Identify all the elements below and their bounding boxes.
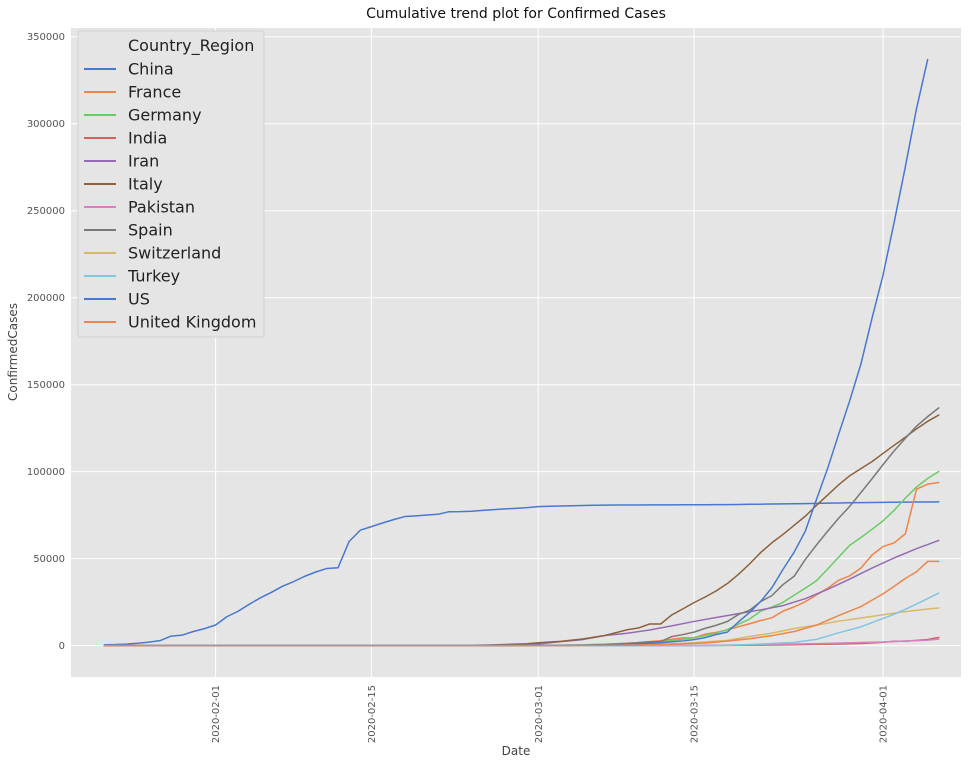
legend-entry: Switzerland	[128, 244, 221, 263]
legend-entry: Spain	[128, 221, 173, 240]
series-line-us	[103, 58, 929, 647]
y-tick-label: 0	[59, 641, 65, 652]
y-tick-label: 150000	[27, 380, 65, 391]
legend-entry: United Kingdom	[128, 313, 256, 332]
legend-items: China France Germany India Iran Italy Pakistan…	[84, 60, 256, 332]
series-line-turkey	[103, 592, 940, 647]
y-tick-label: 350000	[27, 32, 65, 43]
y-tick-label: 250000	[27, 206, 65, 217]
legend-entry: France	[128, 83, 181, 102]
y-tick-label: 200000	[27, 293, 65, 304]
x-tick-label: 2020-04-01	[879, 685, 890, 743]
y-tick-label: 100000	[27, 467, 65, 478]
legend-title: Country_Region	[128, 36, 254, 56]
legend-entry: Iran	[128, 152, 159, 171]
x-tick-label: 2020-02-15	[367, 685, 378, 743]
legend-entry: Italy	[128, 175, 163, 194]
legend-entry: Pakistan	[128, 198, 195, 217]
legend-entry: Germany	[128, 106, 202, 125]
x-tick-label: 2020-02-01	[211, 685, 222, 743]
x-tick-label: 2020-03-01	[534, 685, 545, 743]
y-axis-ticks: 0 50000 100000 150000 200000 250000 300000 3500…	[27, 32, 65, 652]
x-axis-ticks: 2020-02-01 2020-02-15 2020-03-01 2020-03-15…	[211, 685, 890, 743]
chart-title: Cumulative trend plot for Confirmed Case…	[366, 6, 666, 22]
legend-entry: China	[128, 60, 174, 79]
y-tick-label: 50000	[33, 554, 65, 565]
legend-entry: Turkey	[127, 267, 180, 286]
x-tick-label: 2020-03-15	[690, 685, 701, 743]
x-axis-label: Date	[502, 744, 531, 758]
legend-box	[77, 30, 265, 338]
series-line-united-kingdom	[103, 560, 940, 647]
series-lines	[103, 58, 940, 647]
legend-entry: India	[128, 129, 167, 148]
series-line-italy	[103, 414, 940, 647]
legend: Country_Region China France Germany India Ir…	[77, 30, 265, 338]
legend-entry: US	[128, 290, 150, 309]
y-axis-label: ConfirmedCases	[6, 303, 20, 401]
series-line-china	[103, 501, 940, 646]
y-tick-label: 300000	[27, 119, 65, 130]
